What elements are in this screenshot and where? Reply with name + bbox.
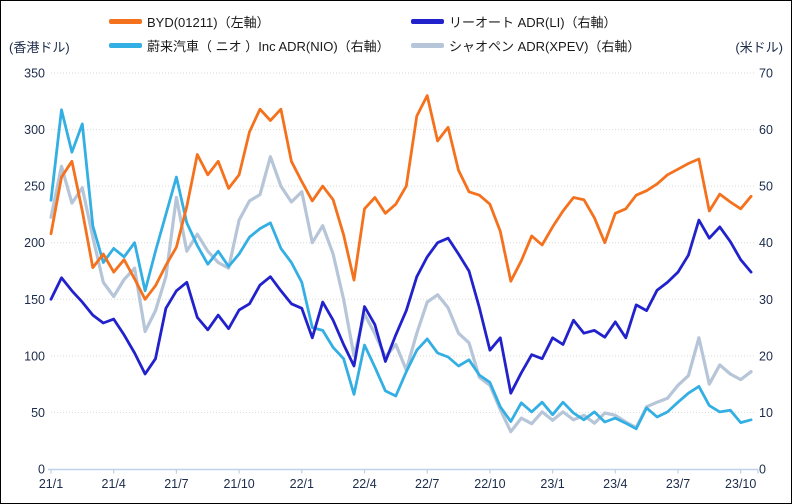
left-axis-tick-label: 250 (24, 180, 45, 194)
x-axis-tick-label: 23/10 (725, 477, 756, 491)
x-axis-tick-label: 21/10 (223, 477, 254, 491)
right-axis-tick-label: 60 (759, 123, 773, 137)
left-axis-tick-label: 350 (24, 67, 45, 81)
right-axis-tick-label: 70 (759, 67, 773, 81)
legend-swatch-li (411, 18, 444, 24)
right-axis-tick-label: 50 (759, 180, 773, 194)
left-axis-tick-label: 200 (24, 236, 45, 250)
legend-item-xpev: シャオペン ADR(XPEV)（右軸） (411, 37, 641, 54)
right-axis-tick-label: 40 (759, 236, 773, 250)
legend-item-li: リーオート ADR(LI)（右軸） (411, 13, 617, 30)
x-axis-tick-label: 23/1 (540, 477, 564, 491)
x-axis-tick-label: 22/10 (474, 477, 505, 491)
x-axis-tick-label: 22/7 (415, 477, 439, 491)
x-axis-tick-label: 21/7 (164, 477, 188, 491)
series-line-li (49, 218, 753, 395)
x-axis-tick-label: 22/1 (290, 477, 314, 491)
series-line-byd (49, 94, 753, 301)
legend-swatch-byd (109, 18, 142, 24)
legend-swatch-xpev (411, 42, 444, 48)
left-axis-tick-label: 150 (24, 293, 45, 307)
series-line-nio (49, 108, 753, 431)
x-axis-tick-label: 22/4 (352, 477, 376, 491)
right-axis-tick-label: 10 (759, 406, 773, 420)
legend-item-nio: 蔚来汽車（ ニオ ）Inc ADR(NIO)（右軸） (109, 37, 390, 54)
series-line-xpev (49, 155, 753, 434)
x-axis-tick-label: 21/4 (102, 477, 126, 491)
x-axis-tick-label: 21/1 (39, 477, 63, 491)
x-axis-tick-label: 23/7 (666, 477, 690, 491)
right-axis-tick-label: 0 (759, 463, 766, 477)
right-axis-tick-label: 20 (759, 349, 773, 363)
left-axis-tick-label: 50 (31, 406, 45, 420)
left-axis-tick-label: 0 (38, 463, 45, 477)
legend-swatch-nio (109, 42, 142, 48)
left-axis-tick-label: 300 (24, 123, 45, 137)
legend-label-xpev: シャオペン ADR(XPEV)（右軸） (449, 38, 641, 54)
right-axis-unit-label: (米ドル) (735, 40, 783, 55)
legend-label-li: リーオート ADR(LI)（右軸） (449, 14, 617, 30)
x-axis-tick-label: 23/4 (603, 477, 627, 491)
right-axis-tick-label: 30 (759, 293, 773, 307)
left-axis-unit-label: (香港ドル) (9, 40, 70, 55)
legend-label-byd: BYD(01211)（左軸） (147, 14, 270, 30)
left-axis-tick-label: 100 (24, 349, 45, 363)
legend-item-byd: BYD(01211)（左軸） (109, 13, 270, 30)
legend-label-nio: 蔚来汽車（ ニオ ）Inc ADR(NIO)（右軸） (147, 38, 390, 54)
